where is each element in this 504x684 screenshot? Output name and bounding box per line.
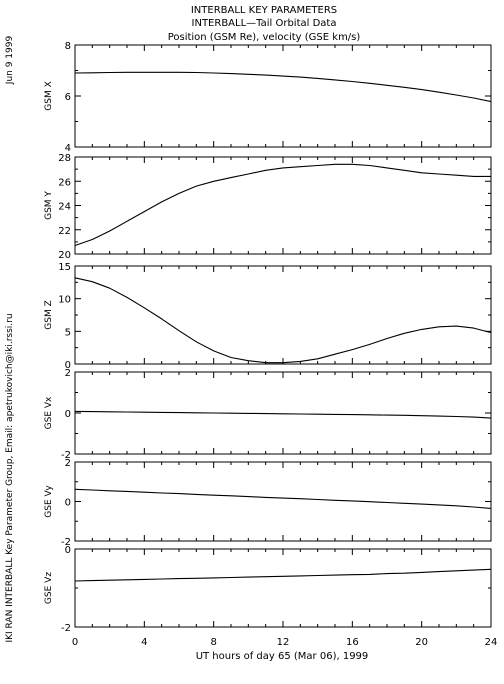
y-tick-label: 0 [65, 545, 71, 556]
panel-y-label: GSM Z [44, 300, 54, 329]
y-tick-label: 2 [65, 458, 71, 469]
panel-y-label: GSE Vz [44, 572, 54, 604]
y-tick-label: 22 [58, 226, 71, 237]
y-tick-label: 6 [65, 92, 71, 103]
x-tick-label: 4 [141, 637, 147, 648]
y-tick-label: 15 [58, 262, 71, 273]
series-line-gse-vy [74, 488, 492, 509]
y-tick-label: 26 [58, 177, 71, 188]
credit-label: IKI RAN INTERBALL Key Parameter Group, E… [5, 313, 15, 642]
x-tick-label: 0 [72, 637, 78, 648]
x-tick-label: 20 [415, 637, 428, 648]
y-tick-label: 24 [58, 202, 71, 213]
panel-6: -2 0 GSE Vz [44, 545, 492, 634]
y-tick-label: -2 [61, 623, 71, 634]
y-tick-label: -2 [61, 537, 71, 548]
series-line-gse-vz [74, 568, 492, 582]
x-tick-label: 24 [485, 637, 498, 648]
series-line-gsm-z [74, 277, 492, 364]
series-line-gsm-y [74, 163, 491, 247]
panel-frame [74, 265, 492, 365]
y-tick-label: 0 [65, 409, 71, 420]
date-label: Jun 9 1999 [5, 36, 15, 86]
panel-y-label: GSE Vx [44, 396, 54, 429]
panel-frame [74, 548, 492, 628]
y-tick-label: 28 [58, 153, 71, 164]
title-line-2: INTERBALL—Tail Orbital Data [192, 18, 337, 29]
x-tick-label: 8 [210, 637, 216, 648]
x-tick-label: 16 [346, 637, 359, 648]
panel-frame [74, 371, 492, 455]
y-tick-label: 10 [58, 295, 71, 306]
y-tick-label: 5 [65, 327, 71, 338]
panel-1: 4 6 8 GSM X [44, 41, 492, 154]
y-tick-label: 20 [58, 250, 71, 261]
y-tick-label: 4 [65, 143, 71, 154]
panel-5: -2 0 2 GSE Vy [44, 458, 492, 548]
panel-3: 0 5 10 15 GSM Z [44, 262, 492, 371]
panel-2: 20 22 24 26 28 GSM Y [44, 153, 492, 261]
y-tick-label: 8 [65, 41, 71, 52]
y-tick-label: 0 [65, 360, 71, 371]
panel-4: -2 0 2 GSE Vx [44, 368, 492, 461]
series-line-gse-vx [74, 410, 492, 419]
y-tick-label: 0 [65, 498, 71, 509]
panel-frame [74, 461, 492, 542]
panel-y-label: GSM Y [44, 191, 54, 220]
y-tick-label: 2 [65, 368, 71, 379]
panel-y-label: GSE Vy [44, 485, 54, 518]
panel-frame [74, 44, 492, 148]
panel-y-label: GSM X [44, 81, 54, 110]
title-line-3: Position (GSM Re), velocity (GSE km/s) [168, 32, 361, 43]
x-axis-label: UT hours of day 65 (Mar 06), 1999 [196, 651, 369, 662]
series-line-gsm-x [74, 71, 492, 103]
x-tick-label: 12 [277, 637, 290, 648]
y-tick-label: -2 [61, 450, 71, 461]
panel-frame [74, 156, 492, 255]
title-line-1: INTERBALL KEY PARAMETERS [191, 5, 337, 16]
